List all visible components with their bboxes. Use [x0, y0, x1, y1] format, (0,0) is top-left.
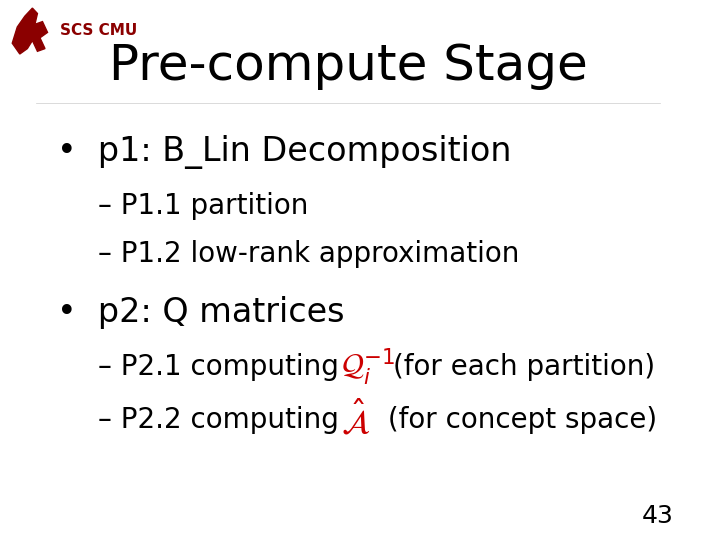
Text: $\mathcal{Q}_i^{-1}$: $\mathcal{Q}_i^{-1}$	[341, 346, 395, 387]
Text: •  p1: B_Lin Decomposition: • p1: B_Lin Decomposition	[57, 135, 511, 169]
Text: – P1.2 low-rank approximation: – P1.2 low-rank approximation	[99, 240, 520, 268]
Text: (for concept space): (for concept space)	[379, 407, 657, 434]
Text: •  p2: Q matrices: • p2: Q matrices	[57, 296, 344, 329]
Text: SCS CMU: SCS CMU	[60, 23, 138, 38]
Text: – P2.2 computing: – P2.2 computing	[99, 407, 348, 434]
Text: $\hat{\mathcal{A}}$: $\hat{\mathcal{A}}$	[341, 400, 370, 441]
Polygon shape	[12, 8, 48, 54]
Text: – P1.1 partition: – P1.1 partition	[99, 192, 309, 220]
Text: (for each partition): (for each partition)	[393, 353, 655, 381]
Text: 43: 43	[642, 504, 674, 528]
Text: – P2.1 computing: – P2.1 computing	[99, 353, 348, 381]
Text: Pre-compute Stage: Pre-compute Stage	[109, 42, 588, 90]
